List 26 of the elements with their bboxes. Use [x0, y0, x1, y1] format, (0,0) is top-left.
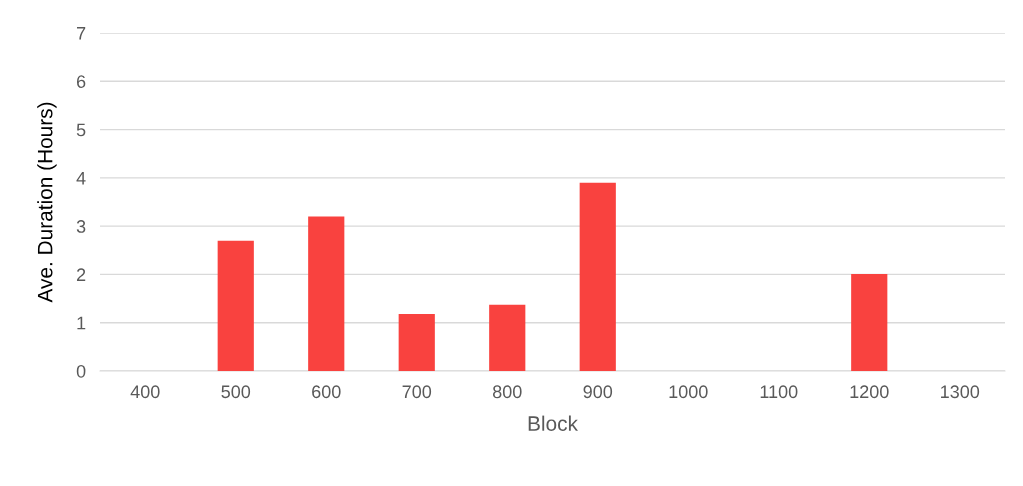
- bar: [217, 240, 254, 371]
- x-tick-label: 1300: [941, 385, 980, 399]
- bar: [851, 273, 888, 371]
- y-tick-label: 2: [76, 268, 86, 281]
- x-axis-title: Block: [528, 415, 578, 431]
- bar: [308, 216, 345, 371]
- x-tick-label: 800: [492, 385, 522, 399]
- bar: [489, 304, 526, 371]
- y-tick-label: 1: [77, 316, 86, 330]
- bar: [398, 314, 435, 371]
- y-axis-title: Ave. Duration (Hours): [37, 102, 57, 303]
- x-tick-label: 400: [130, 385, 160, 399]
- y-tick-label: 6: [76, 75, 86, 89]
- y-tick-label: 4: [76, 171, 86, 185]
- y-tick-label: 3: [76, 220, 86, 233]
- x-tick-label: 1200: [850, 385, 889, 399]
- x-tick-label: 1100: [760, 385, 798, 399]
- x-tick-label: 700: [402, 385, 432, 399]
- y-tick-label: 5: [76, 123, 86, 137]
- y-tick-label: 0: [76, 364, 86, 378]
- x-tick-label: 500: [221, 385, 251, 399]
- bar: [579, 182, 616, 371]
- y-tick-label: 7: [77, 27, 86, 40]
- x-tick-label: 900: [583, 385, 613, 399]
- x-tick-label: 1000: [669, 385, 708, 399]
- x-tick-label: 600: [312, 385, 341, 399]
